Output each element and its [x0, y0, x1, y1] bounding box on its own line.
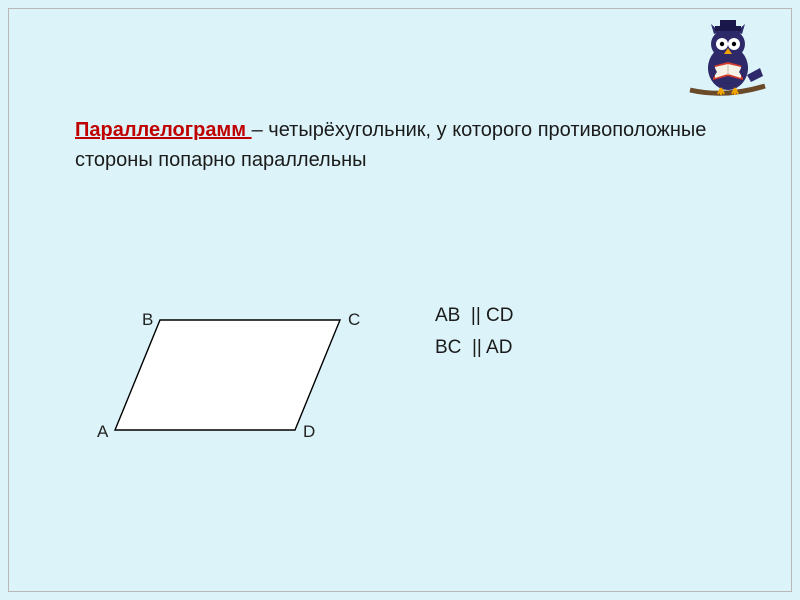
vertex-label-D: D: [303, 422, 315, 442]
definition-text: Параллелограмм – четырёхугольник, у кото…: [75, 115, 710, 175]
vertex-label-C: C: [348, 310, 360, 330]
parallel-relations: AB || CD BC || AD: [435, 300, 514, 365]
owl-icon: [685, 20, 770, 98]
relation-line-1: AB || CD: [435, 300, 514, 332]
vertex-label-B: B: [142, 310, 153, 330]
relation-line-2: BC || AD: [435, 332, 514, 364]
term-parallelogram: Параллелограмм: [75, 119, 252, 141]
vertex-label-A: A: [97, 422, 108, 442]
parallelogram-diagram: A B C D: [85, 280, 365, 460]
